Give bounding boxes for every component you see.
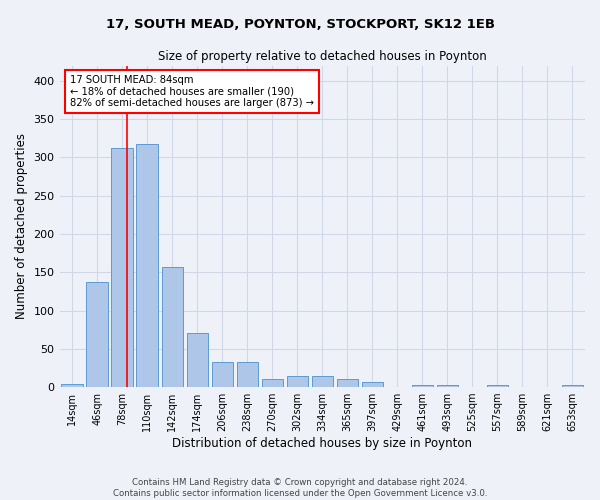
Bar [262, 378, 283, 387]
Bar [112, 148, 133, 387]
Bar [136, 144, 158, 387]
Bar [187, 334, 208, 387]
Bar [562, 385, 583, 387]
Text: Contains HM Land Registry data © Crown copyright and database right 2024.
Contai: Contains HM Land Registry data © Crown c… [113, 478, 487, 498]
Bar [161, 267, 183, 387]
Y-axis label: Number of detached properties: Number of detached properties [15, 134, 28, 320]
Bar [362, 382, 383, 387]
Text: 17 SOUTH MEAD: 84sqm
← 18% of detached houses are smaller (190)
82% of semi-deta: 17 SOUTH MEAD: 84sqm ← 18% of detached h… [70, 75, 314, 108]
Bar [311, 376, 333, 387]
Bar [86, 282, 108, 387]
Bar [412, 385, 433, 387]
Text: 17, SOUTH MEAD, POYNTON, STOCKPORT, SK12 1EB: 17, SOUTH MEAD, POYNTON, STOCKPORT, SK12… [106, 18, 494, 30]
Bar [61, 384, 83, 387]
Title: Size of property relative to detached houses in Poynton: Size of property relative to detached ho… [158, 50, 487, 63]
Bar [437, 385, 458, 387]
Bar [287, 376, 308, 387]
X-axis label: Distribution of detached houses by size in Poynton: Distribution of detached houses by size … [172, 437, 472, 450]
Bar [236, 362, 258, 387]
Bar [212, 362, 233, 387]
Bar [487, 385, 508, 387]
Bar [337, 380, 358, 387]
